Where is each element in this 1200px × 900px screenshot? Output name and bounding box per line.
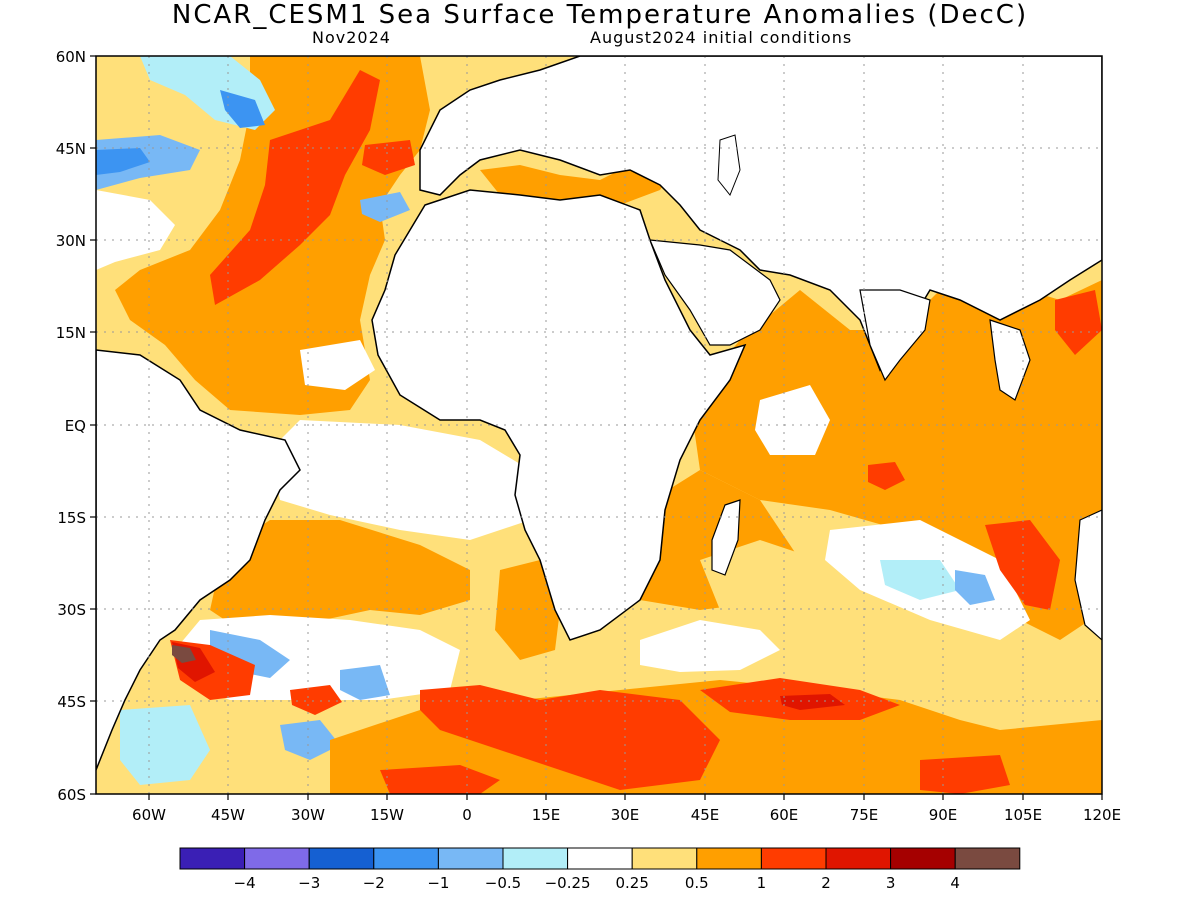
lon-tick-label: 120E xyxy=(1083,806,1121,824)
caspian-sea xyxy=(717,134,741,196)
initial-conditions-label: August2024 initial conditions xyxy=(590,28,853,47)
cape-verde-neutral xyxy=(300,340,375,390)
south-indian-cool-patch xyxy=(880,560,960,600)
colorbar-swatch xyxy=(244,847,310,870)
lat-tick-label: 15N xyxy=(56,324,86,342)
africa-landmass xyxy=(371,189,747,641)
benguela-warm-region xyxy=(495,560,560,660)
south-america-landmass xyxy=(96,349,301,771)
south-atlantic-warm-region xyxy=(210,520,470,630)
colorbar-label: 4 xyxy=(950,874,960,892)
graticule xyxy=(96,56,1102,794)
southern-ocean-hot-region xyxy=(420,685,720,790)
lon-tick-label: 30W xyxy=(291,806,325,824)
brazil-current-extreme-region xyxy=(172,645,196,663)
lat-tick-label: EQ xyxy=(65,417,86,435)
colorbar-swatch xyxy=(954,847,1021,870)
colorbar-swatch xyxy=(567,847,633,870)
lon-tick-label: 30E xyxy=(611,806,640,824)
south-china-sea-hot-region xyxy=(1055,290,1102,355)
indian-ocean-hot-patch xyxy=(868,462,905,490)
colorbar-swatch xyxy=(890,847,956,870)
colorbar-swatch xyxy=(437,847,504,870)
lat-tick-label: 60S xyxy=(57,786,86,804)
agulhas-neutral xyxy=(640,620,780,672)
azores-cool-patch xyxy=(360,192,410,222)
north-atlantic-hot-patch xyxy=(362,140,415,175)
lon-tick-label: 0 xyxy=(462,806,472,824)
lon-tick-label: 105E xyxy=(1004,806,1042,824)
lon-tick-label: 45W xyxy=(211,806,245,824)
south-atlantic-cool-patch-2 xyxy=(340,665,390,700)
colorbar-swatch xyxy=(308,847,375,870)
tropical-atlantic-neutral xyxy=(96,190,175,270)
colorbar-label: 2 xyxy=(821,874,831,892)
south-indian-very-hot-band xyxy=(780,694,845,710)
south-atlantic-hot-patch xyxy=(290,685,342,715)
colorbar-swatch xyxy=(502,847,569,870)
lat-tick-label: 30N xyxy=(56,232,86,250)
lon-tick-label: 60E xyxy=(770,806,799,824)
arabia-landmass xyxy=(649,239,781,346)
equatorial-atlantic-neutral xyxy=(270,420,530,540)
colorbar-label: −1 xyxy=(427,874,449,892)
nw-atlantic-cold-region xyxy=(96,148,150,175)
colorbar-swatch xyxy=(825,847,892,870)
lon-tick-label: 15W xyxy=(370,806,404,824)
indian-ocean-central-neutral xyxy=(755,385,830,455)
colorbar-swatch xyxy=(696,847,762,870)
forecast-month-label: Nov2024 xyxy=(312,28,391,47)
map-title: NCAR_CESM1 Sea Surface Temperature Anoma… xyxy=(171,0,1029,30)
west-australia-hot-region xyxy=(985,520,1060,610)
south-indian-cool-patch-2 xyxy=(955,570,995,605)
india-landmass xyxy=(859,289,931,382)
colorbar-label: 0.25 xyxy=(615,874,648,892)
sw-atlantic-cool-region xyxy=(120,705,210,785)
colorbar-label: −0.5 xyxy=(485,874,521,892)
lon-tick-label: 90E xyxy=(929,806,958,824)
lon-tick-label: 75E xyxy=(850,806,879,824)
lon-tick-label: 45E xyxy=(691,806,720,824)
lon-tick-label: 60W xyxy=(132,806,166,824)
colorbar-label: −0.25 xyxy=(545,874,591,892)
southern-ocean-hot-patch xyxy=(380,765,500,794)
longitude-axis: 60W 45W 30W 15W 0 15E 30E 45E 60E 75E 90… xyxy=(132,794,1121,824)
south-indian-warm-light xyxy=(700,540,830,615)
colorbar-label: −3 xyxy=(298,874,320,892)
colorbar: −4 −3 −2 −1 −0.5 −0.25 0.25 0.5 1 2 3 4 xyxy=(179,847,1021,892)
europe-landmass xyxy=(419,56,1102,372)
colorbar-swatch xyxy=(760,847,827,870)
lat-tick-label: 45S xyxy=(57,693,86,711)
colorbar-swatch xyxy=(631,847,698,870)
colorbar-label: −4 xyxy=(234,874,256,892)
colorbar-label: −2 xyxy=(363,874,385,892)
latitude-axis: 60N 45N 30N 15N EQ 15S 30S 45S 60S xyxy=(56,48,96,804)
lat-tick-label: 15S xyxy=(57,509,86,527)
anomaly-field xyxy=(96,56,1102,794)
australia-landmass xyxy=(1074,509,1102,641)
south-atlantic-cool-patch-3 xyxy=(280,720,340,760)
lat-tick-label: 60N xyxy=(56,48,86,66)
lat-tick-label: 45N xyxy=(56,140,86,158)
colorbar-swatch xyxy=(373,847,439,870)
lat-tick-label: 30S xyxy=(57,601,86,619)
colorbar-label: 0.5 xyxy=(685,874,709,892)
labrador-cold-region xyxy=(220,90,265,128)
southeast-asia-landmass xyxy=(989,319,1031,401)
lon-tick-label: 15E xyxy=(532,806,561,824)
colorbar-label: 1 xyxy=(757,874,767,892)
colorbar-swatch xyxy=(179,847,246,870)
colorbar-label: 3 xyxy=(886,874,896,892)
north-atlantic-hot-region xyxy=(210,70,380,305)
madagascar-landmass xyxy=(711,499,741,576)
